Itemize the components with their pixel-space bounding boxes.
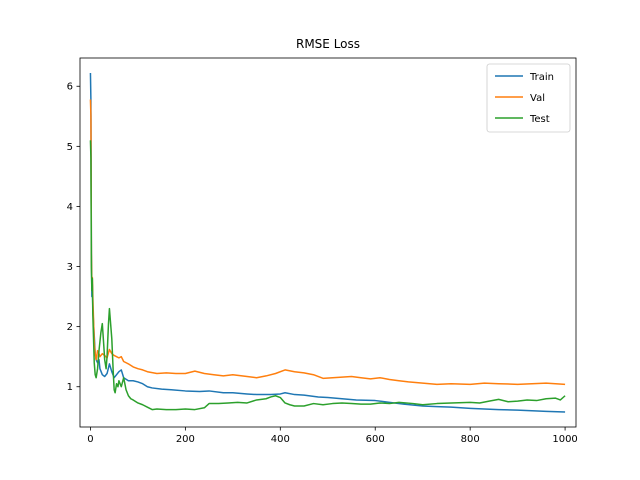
legend-label-val: Val — [530, 93, 545, 104]
chart-title: RMSE Loss — [296, 37, 360, 51]
y-tick-label: 4 — [67, 202, 73, 213]
x-tick-label: 200 — [176, 434, 195, 445]
legend: Train Val Test — [487, 64, 570, 132]
y-tick-label: 1 — [67, 382, 73, 393]
x-tick-label: 800 — [461, 434, 480, 445]
x-tick-label: 1000 — [552, 434, 577, 445]
y-tick-label: 3 — [67, 262, 73, 273]
x-tick-label: 400 — [271, 434, 290, 445]
y-tick-label: 6 — [67, 82, 73, 93]
legend-box — [487, 64, 570, 132]
legend-label-train: Train — [529, 72, 554, 83]
legend-label-test: Test — [529, 114, 550, 125]
y-tick-label: 5 — [67, 142, 73, 153]
x-tick-label: 0 — [87, 434, 93, 445]
x-tick-label: 600 — [366, 434, 385, 445]
y-tick-label: 2 — [67, 322, 73, 333]
